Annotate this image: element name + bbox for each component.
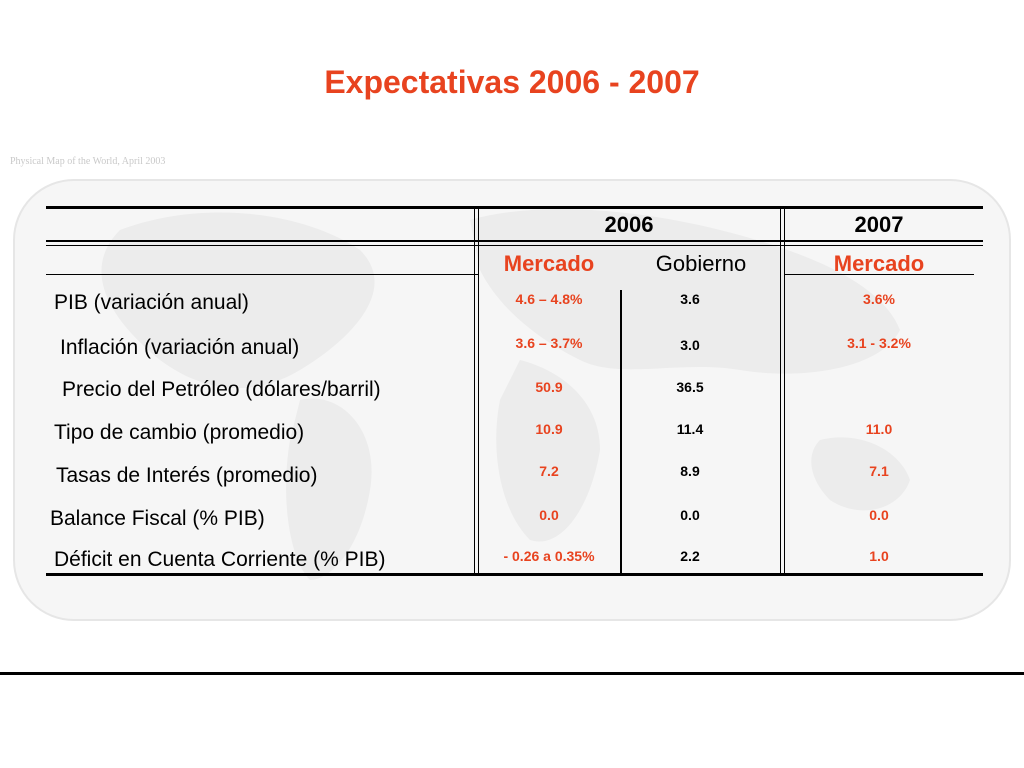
cell-pib-mercado-2006: 4.6 – 4.8% xyxy=(515,291,583,307)
header-divider-rule-2 xyxy=(46,245,983,246)
header-year-2007: 2007 xyxy=(854,212,904,237)
cell-tipo-cambio-gobierno-2006: 11.4 xyxy=(676,421,704,437)
table-top-rule xyxy=(46,206,983,209)
cell-petroleo-mercado-2006: 50.9 xyxy=(535,379,563,395)
cell-pib-gobierno-2006: 3.6 xyxy=(680,291,700,307)
cell-inflacion-mercado-2007: 3.1 - 3.2% xyxy=(847,335,911,351)
cell-deficit-mercado-2006: - 0.26 a 0.35% xyxy=(503,548,595,564)
cell-deficit-mercado-2007: 1.0 xyxy=(869,548,889,564)
row-label-inflacion: Inflación (variación anual) xyxy=(60,336,300,359)
subheader-rule-right xyxy=(784,274,974,275)
subheader-rule-left xyxy=(46,274,478,275)
row-label-tasas-interes: Tasas de Interés (promedio) xyxy=(56,464,318,487)
row-label-tipo-cambio: Tipo de cambio (promedio) xyxy=(54,421,305,444)
year-column-separator xyxy=(780,206,781,576)
row-label-petroleo: Precio del Petróleo (dólares/barril) xyxy=(62,378,381,401)
cell-inflacion-mercado-2006: 3.6 – 3.7% xyxy=(515,335,583,351)
row-label-pib: PIB (variación anual) xyxy=(54,291,249,314)
label-column-separator xyxy=(474,206,475,576)
row-label-balance-fiscal: Balance Fiscal (% PIB) xyxy=(50,507,265,530)
gobierno-column-separator xyxy=(620,290,622,576)
cell-balance-mercado-2006: 0.0 xyxy=(539,507,559,523)
cell-tasas-mercado-2006: 7.2 xyxy=(539,463,559,479)
cell-petroleo-gobierno-2006: 36.5 xyxy=(676,379,704,395)
slide-title: Expectativas 2006 - 2007 xyxy=(324,64,700,100)
cell-tipo-cambio-mercado-2007: 11.0 xyxy=(865,421,893,437)
table-bottom-rule xyxy=(46,573,983,576)
cell-pib-mercado-2007: 3.6% xyxy=(863,291,895,307)
map-caption: Physical Map of the World, April 2003 xyxy=(10,156,166,167)
header-year-2006: 2006 xyxy=(604,212,654,237)
cell-tasas-mercado-2007: 7.1 xyxy=(869,463,889,479)
cell-tasas-gobierno-2006: 8.9 xyxy=(680,463,700,479)
cell-deficit-gobierno-2006: 2.2 xyxy=(680,548,700,564)
header-mercado-2007: Mercado xyxy=(833,251,925,276)
world-map-background xyxy=(13,179,1011,621)
cell-balance-mercado-2007: 0.0 xyxy=(869,507,889,523)
label-column-separator-2 xyxy=(478,206,479,576)
year-column-separator-2 xyxy=(784,206,785,576)
slide-bottom-rule xyxy=(0,672,1024,675)
header-mercado-2006: Mercado xyxy=(503,251,595,276)
header-gobierno-2006: Gobierno xyxy=(655,251,747,276)
cell-inflacion-gobierno-2006: 3.0 xyxy=(680,337,700,353)
row-label-deficit-cuenta: Déficit en Cuenta Corriente (% PIB) xyxy=(54,548,386,571)
cell-tipo-cambio-mercado-2006: 10.9 xyxy=(535,421,563,437)
cell-balance-gobierno-2006: 0.0 xyxy=(680,507,700,523)
header-divider-rule-1 xyxy=(46,240,983,242)
